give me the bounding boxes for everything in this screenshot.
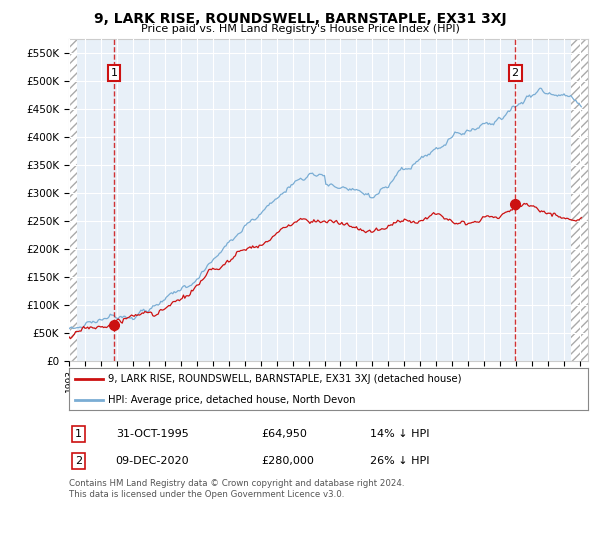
Bar bbox=[571, 39, 588, 361]
Bar bbox=[69, 39, 77, 361]
Text: 2: 2 bbox=[75, 456, 82, 466]
Text: 2: 2 bbox=[512, 68, 519, 78]
Text: 14% ↓ HPI: 14% ↓ HPI bbox=[370, 430, 430, 440]
Text: 9, LARK RISE, ROUNDSWELL, BARNSTAPLE, EX31 3XJ: 9, LARK RISE, ROUNDSWELL, BARNSTAPLE, EX… bbox=[94, 12, 506, 26]
Text: 9, LARK RISE, ROUNDSWELL, BARNSTAPLE, EX31 3XJ (detached house): 9, LARK RISE, ROUNDSWELL, BARNSTAPLE, EX… bbox=[108, 374, 461, 384]
Text: £64,950: £64,950 bbox=[261, 430, 307, 440]
Text: Contains HM Land Registry data © Crown copyright and database right 2024.
This d: Contains HM Land Registry data © Crown c… bbox=[69, 479, 404, 498]
Text: 26% ↓ HPI: 26% ↓ HPI bbox=[370, 456, 430, 466]
Text: 1: 1 bbox=[110, 68, 118, 78]
Text: £280,000: £280,000 bbox=[261, 456, 314, 466]
Text: HPI: Average price, detached house, North Devon: HPI: Average price, detached house, Nort… bbox=[108, 395, 355, 405]
Text: 09-DEC-2020: 09-DEC-2020 bbox=[116, 456, 190, 466]
Text: Price paid vs. HM Land Registry's House Price Index (HPI): Price paid vs. HM Land Registry's House … bbox=[140, 24, 460, 34]
Text: 31-OCT-1995: 31-OCT-1995 bbox=[116, 430, 188, 440]
Text: 1: 1 bbox=[75, 430, 82, 440]
